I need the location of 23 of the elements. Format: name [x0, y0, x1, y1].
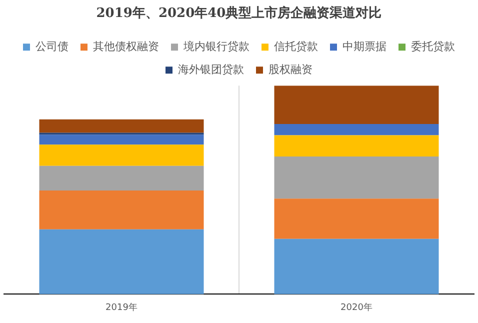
- x-tick-label: 2020年: [340, 302, 372, 313]
- x-tick-label: 2019年: [106, 302, 138, 313]
- legend-label: 股权融资: [268, 62, 312, 76]
- legend-label: 委托贷款: [411, 40, 455, 53]
- legend-label: 中期票据: [342, 40, 386, 53]
- bar: [274, 198, 439, 239]
- bar: [39, 144, 204, 166]
- legend-label: 公司债: [36, 40, 68, 53]
- bar: [39, 229, 204, 294]
- bar: [39, 190, 204, 230]
- bar: [39, 119, 204, 133]
- bar: [274, 86, 439, 124]
- legend-label: 信托贷款: [274, 40, 318, 53]
- legend-label: 海外银团贷款: [178, 62, 244, 76]
- bar: [274, 156, 439, 199]
- chart-title: 2019年、2020年40典型上市房企融资渠道对比: [96, 5, 382, 22]
- bar: [39, 134, 204, 145]
- legend-label: 其他债权融资: [93, 40, 159, 53]
- bar: [274, 238, 439, 294]
- bar: [274, 124, 439, 136]
- legend-label: 境内银行贷款: [182, 40, 250, 53]
- bar: [274, 135, 439, 157]
- bar: [39, 166, 204, 191]
